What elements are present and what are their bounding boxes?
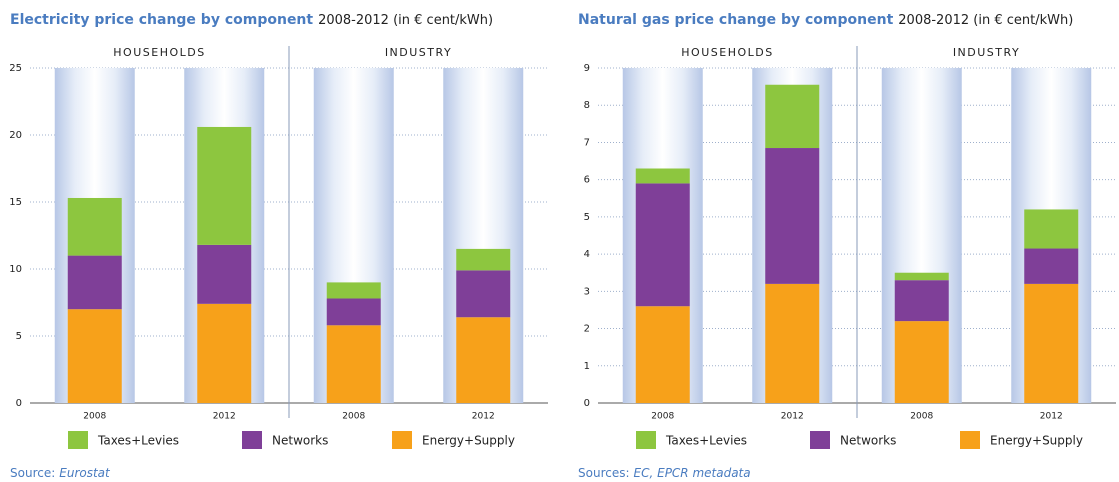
source-name: EC, EPCR metadata xyxy=(634,466,751,480)
source-name: Eurostat xyxy=(59,466,111,480)
x-tick-label: 2012 xyxy=(1040,412,1063,422)
bar-segment xyxy=(197,126,252,245)
x-tick-label: 2008 xyxy=(83,412,106,422)
legend-label: Networks xyxy=(272,434,328,448)
chart-title: Natural gas price change by component 200… xyxy=(578,12,1073,28)
bar-segment xyxy=(1024,209,1079,249)
bar-segment xyxy=(1024,283,1079,403)
x-tick-label: 2008 xyxy=(651,412,674,422)
bar-segment xyxy=(456,317,511,403)
bar-segment xyxy=(456,270,511,318)
group-label: INDUSTRY xyxy=(385,46,452,59)
bar-segment xyxy=(1024,248,1079,284)
legend-label: Energy+Supply xyxy=(422,434,515,448)
legend-swatch xyxy=(68,431,88,449)
bar-segment xyxy=(326,298,381,326)
bar-segment xyxy=(456,248,511,271)
title-main: Natural gas price change by component xyxy=(578,12,894,28)
legend-label: Taxes+Levies xyxy=(665,434,747,448)
source-label: Sources: xyxy=(578,466,630,480)
bar-segment xyxy=(197,244,252,304)
source-label: Source: xyxy=(10,466,55,480)
group-label: HOUSEHOLDS xyxy=(681,46,773,59)
y-tick-label: 3 xyxy=(584,286,590,297)
bar-segment xyxy=(894,321,949,403)
x-tick-label: 2012 xyxy=(781,412,804,422)
y-tick-label: 0 xyxy=(584,398,590,409)
bar-segment xyxy=(894,272,949,281)
bar-segment xyxy=(67,309,122,403)
y-tick-label: 7 xyxy=(584,137,590,148)
x-tick-label: 2008 xyxy=(910,412,933,422)
y-tick-label: 0 xyxy=(16,398,22,409)
legend-swatch xyxy=(960,431,980,449)
y-tick-label: 5 xyxy=(16,331,22,342)
legend-swatch xyxy=(242,431,262,449)
source: Source: Eurostat xyxy=(10,466,111,480)
y-tick-label: 5 xyxy=(584,212,590,223)
x-tick-label: 2008 xyxy=(342,412,365,422)
legend-label: Taxes+Levies xyxy=(97,434,179,448)
legend-swatch xyxy=(392,431,412,449)
y-tick-label: 2 xyxy=(584,324,590,335)
legend-label: Energy+Supply xyxy=(990,434,1083,448)
bar-segment xyxy=(765,148,820,284)
y-tick-label: 25 xyxy=(9,63,22,74)
legend-swatch xyxy=(636,431,656,449)
bar-segment xyxy=(635,183,690,307)
bar-segment xyxy=(197,303,252,403)
bar-segment xyxy=(326,325,381,403)
bar-segment xyxy=(67,255,122,310)
legend-swatch xyxy=(810,431,830,449)
bar-segment xyxy=(326,282,381,299)
y-tick-label: 9 xyxy=(584,63,590,74)
y-tick-label: 4 xyxy=(584,249,590,260)
x-tick-label: 2012 xyxy=(472,412,495,422)
group-label: HOUSEHOLDS xyxy=(113,46,205,59)
group-label: INDUSTRY xyxy=(953,46,1020,59)
title-main: Electricity price change by component xyxy=(10,12,313,28)
title-sub: 2008-2012 (in € cent/kWh) xyxy=(898,13,1073,28)
y-tick-label: 10 xyxy=(9,264,22,275)
y-tick-label: 8 xyxy=(584,100,590,111)
source: Sources: EC, EPCR metadata xyxy=(578,466,751,480)
bar-segment xyxy=(635,168,690,184)
bar-segment xyxy=(894,280,949,322)
y-tick-label: 15 xyxy=(9,197,22,208)
legend-label: Networks xyxy=(840,434,896,448)
y-tick-label: 20 xyxy=(9,130,22,141)
title-sub: 2008-2012 (in € cent/kWh) xyxy=(318,13,493,28)
bar-segment xyxy=(635,306,690,403)
y-tick-label: 6 xyxy=(584,175,590,186)
y-tick-label: 1 xyxy=(584,361,590,372)
bar-segment xyxy=(67,197,122,256)
chart-title: Electricity price change by component 200… xyxy=(10,12,493,28)
bar-segment xyxy=(765,283,820,403)
x-tick-label: 2012 xyxy=(213,412,236,422)
bar-segment xyxy=(765,84,820,149)
